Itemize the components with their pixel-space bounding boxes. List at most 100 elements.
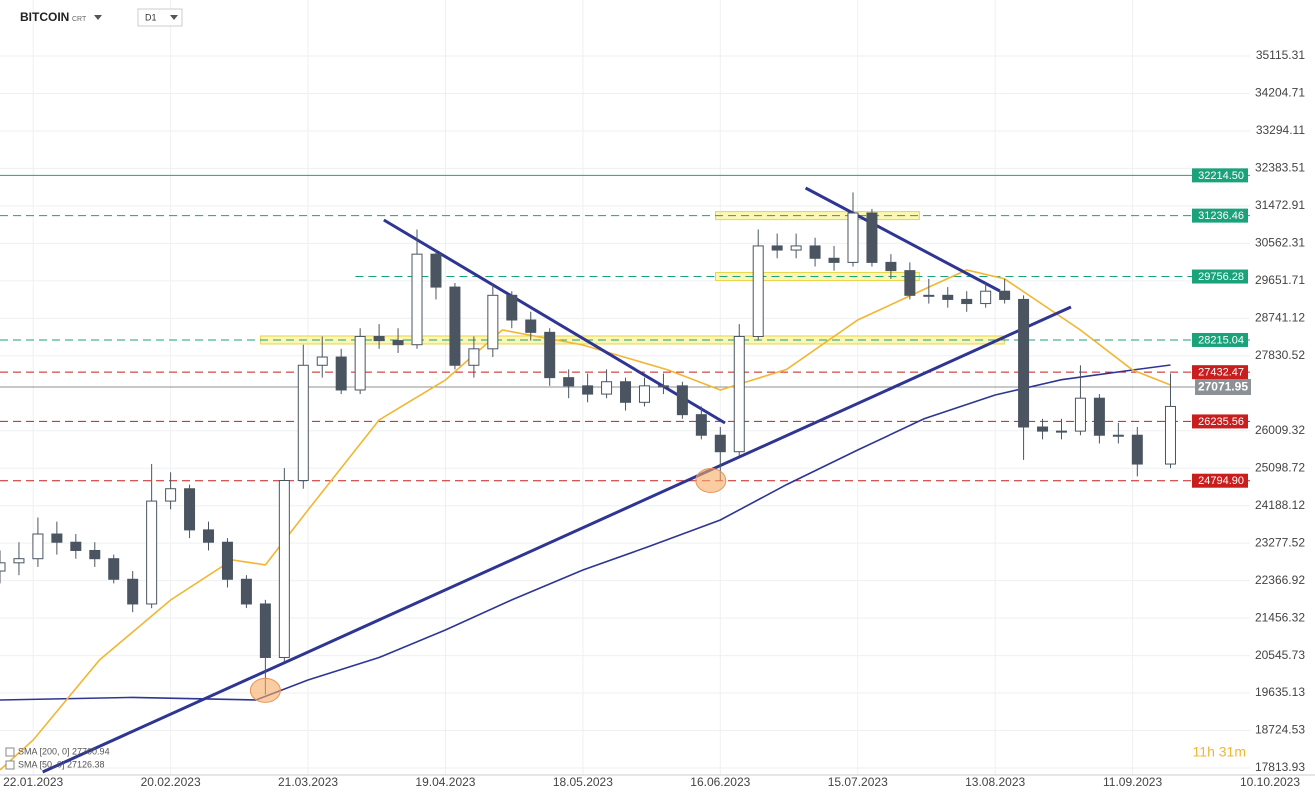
y-tick-label: 34204.71 <box>1255 86 1305 100</box>
y-tick-label: 24188.12 <box>1255 498 1305 512</box>
y-tick-label: 23277.52 <box>1255 535 1305 549</box>
candle-body <box>638 385 650 403</box>
y-tick-label: 28741.12 <box>1255 310 1305 324</box>
candle-body <box>0 562 6 572</box>
current-price-label: 27071.95 <box>1198 380 1248 394</box>
candle-body <box>657 385 669 388</box>
candle-body <box>487 294 499 350</box>
price-level-label: 26235.56 <box>1198 416 1244 428</box>
sma-line <box>0 364 1171 701</box>
highlight-circle <box>695 468 727 494</box>
candle-body <box>904 270 916 296</box>
price-level-label: 24794.90 <box>1198 475 1244 487</box>
candle-body <box>1164 405 1176 465</box>
symbol-subtitle: CRT <box>72 16 87 23</box>
timeframe-dropdown[interactable] <box>170 15 178 20</box>
candle-body <box>240 578 252 605</box>
candle-body <box>70 541 82 551</box>
price-level-label: 28215.04 <box>1198 334 1244 346</box>
candle-body <box>259 603 271 658</box>
highlight-circle <box>249 677 281 703</box>
price-level-tag <box>1192 332 1248 347</box>
candle-body <box>885 261 897 272</box>
candle-body <box>373 335 385 342</box>
y-tick-label: 19635.13 <box>1255 685 1305 699</box>
candle-body <box>1112 434 1124 437</box>
axes: 35115.31 34204.71 33294.11 32383.51 31472.91… <box>3 48 1305 789</box>
legend-entry: SMA [50, 0] 27126.38 <box>18 759 105 769</box>
y-tick-label: 20545.73 <box>1255 648 1305 662</box>
candle-body <box>1018 298 1030 428</box>
candle-body <box>335 356 347 391</box>
legend-swatch <box>5 760 15 770</box>
x-tick-label: 10.10.2023 <box>1240 775 1300 789</box>
x-tick-label: 21.03.2023 <box>278 775 338 789</box>
candle-body <box>506 294 518 321</box>
x-tick-label: 20.02.2023 <box>141 775 201 789</box>
candle-body <box>961 298 973 305</box>
y-tick-label: 32383.51 <box>1255 161 1305 175</box>
candle-body <box>449 286 461 366</box>
highlight-zone <box>260 335 1006 345</box>
candle-body <box>1037 426 1049 432</box>
price-level-tag <box>1192 414 1248 429</box>
y-tick-label: 18724.53 <box>1255 723 1305 737</box>
candle-body <box>676 385 688 416</box>
candle-body <box>354 335 366 391</box>
candle-body <box>733 335 745 453</box>
candle-body <box>316 356 328 366</box>
candle-body <box>809 245 821 259</box>
candle-body <box>1055 430 1067 433</box>
price-level-label: 32214.50 <box>1198 170 1244 182</box>
candle-body <box>980 290 992 305</box>
y-axis-area <box>1250 0 1315 775</box>
legend-swatch <box>5 747 15 757</box>
current-price-tag <box>1195 379 1251 396</box>
candle-body <box>847 212 859 263</box>
x-tick-label: 19.04.2023 <box>415 775 475 789</box>
candle-body <box>752 245 764 337</box>
y-tick-label: 33294.11 <box>1256 123 1305 137</box>
timeframe: D1 <box>145 12 157 22</box>
timeframe-select[interactable] <box>137 8 183 27</box>
candle-body <box>127 578 139 605</box>
candle-body <box>89 549 101 560</box>
y-tick-label: 21456.32 <box>1255 610 1305 624</box>
x-tick-label: 18.05.2023 <box>553 775 613 789</box>
trendline <box>42 305 1072 774</box>
candle-body <box>1093 397 1105 436</box>
candle-body <box>790 245 802 251</box>
symbol-dropdown[interactable] <box>94 15 102 20</box>
candle-body <box>828 257 840 263</box>
price-level-label: 29756.28 <box>1198 271 1244 283</box>
y-tick-label: 31472.91 <box>1255 198 1305 212</box>
candle-body <box>297 364 309 482</box>
candle-body <box>13 558 25 564</box>
candle-body <box>544 331 556 379</box>
y-tick-label: 27830.52 <box>1255 348 1305 362</box>
candle-body <box>468 348 480 366</box>
x-tick-label: 11.09.2023 <box>1103 775 1162 789</box>
candle-timer: 11h 31m <box>1193 744 1246 760</box>
price-level-label: 27432.47 <box>1198 367 1244 379</box>
y-tick-label: 25098.72 <box>1255 460 1305 474</box>
x-tick-label: 13.08.2023 <box>965 775 1025 789</box>
price-level-tag <box>1192 365 1248 380</box>
y-tick-label: 29651.71 <box>1255 273 1305 287</box>
candle-body <box>525 319 537 333</box>
legend-entry: SMA [200, 0] 27700.94 <box>18 746 110 756</box>
y-tick-label: 26009.32 <box>1255 423 1305 437</box>
candle-body <box>1074 397 1086 432</box>
candle-body <box>184 488 196 531</box>
candle-body <box>278 480 290 658</box>
candle-body <box>1131 434 1143 465</box>
trendline <box>804 186 1001 293</box>
candle-body <box>411 253 423 346</box>
candle-body <box>866 212 878 263</box>
y-tick-label: 22366.92 <box>1255 573 1305 587</box>
candle-body <box>999 290 1011 300</box>
candle-body <box>221 541 233 580</box>
candle-body <box>582 385 594 395</box>
x-tick-label: 16.06.2023 <box>690 775 750 789</box>
